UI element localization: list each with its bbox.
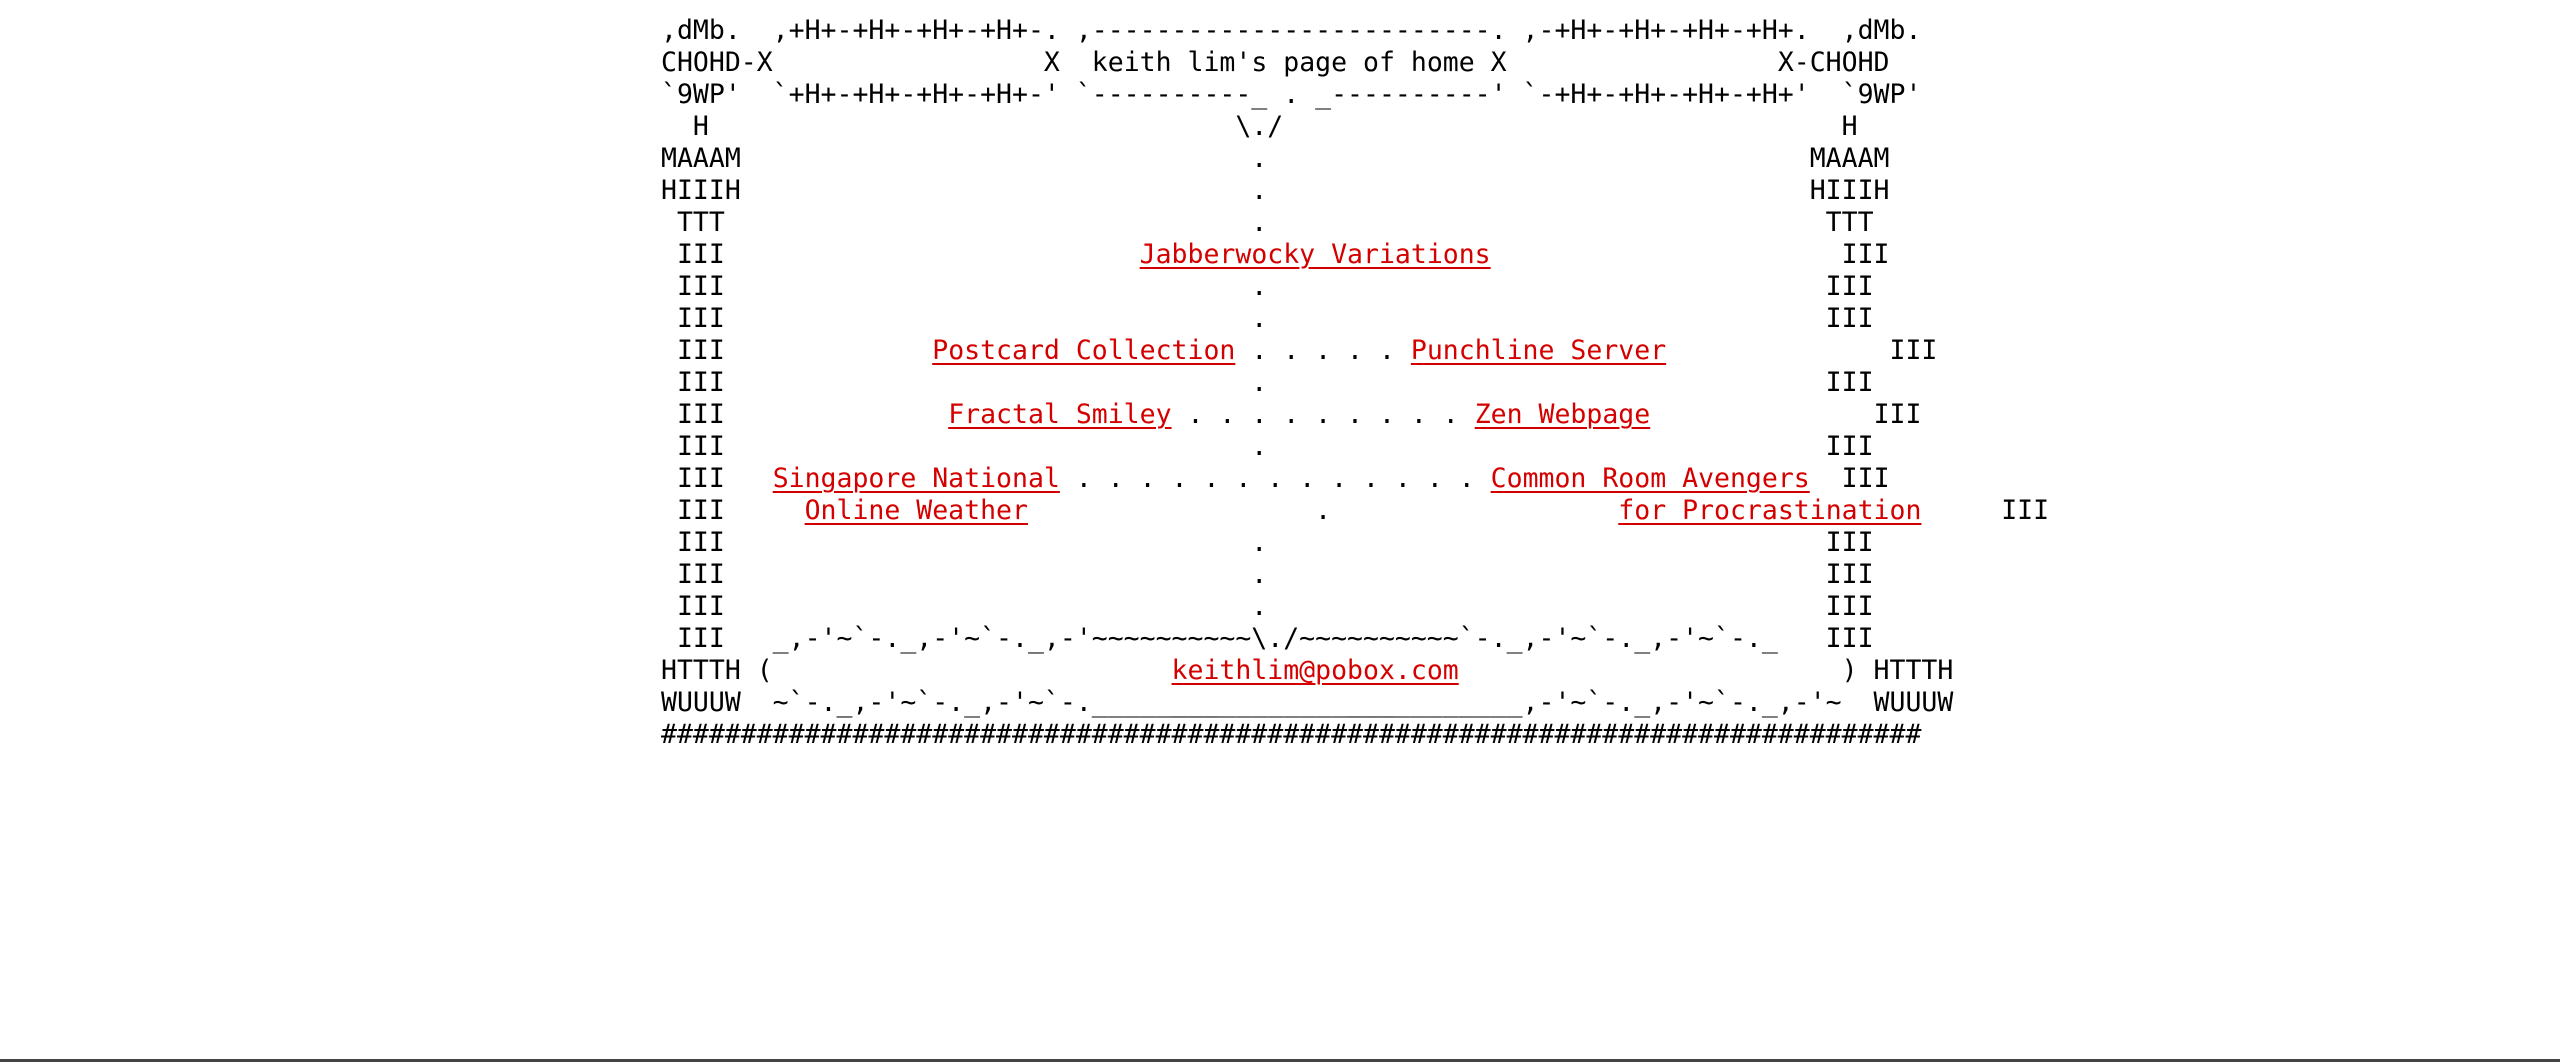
ascii-art-homepage: ,dMb. ,+H+-+H+-+H+-+H+-. ,--------------… — [661, 15, 2049, 751]
ascii-frame-lower: III III . III III . III III . — [661, 495, 2050, 686]
ascii-dots: . . . . . . . . . . . . . — [1059, 463, 1491, 494]
ascii-dots: . — [1027, 495, 1619, 526]
singapore-weather-link-line1[interactable]: Singapore National — [772, 463, 1060, 494]
ascii-frame-segment: III III . III III . III III — [676, 239, 1890, 366]
bottom-divider — [0, 1059, 2560, 1062]
postcard-collection-link[interactable]: Postcard Collection — [932, 335, 1236, 366]
ascii-frame-segment: III III — [676, 463, 1890, 526]
jabberwocky-variations-link[interactable]: Jabberwocky Variations — [1139, 239, 1491, 270]
ascii-dots: . . . . . — [1235, 335, 1411, 366]
common-room-avengers-link-line2[interactable]: for Procrastination — [1618, 495, 1922, 526]
ascii-frame-bottom: ) HTTTH WUUUW ~`-._,-'~`-._,-'~`-.______… — [661, 655, 1954, 750]
fractal-smiley-link[interactable]: Fractal Smiley — [948, 399, 1172, 430]
zen-webpage-link[interactable]: Zen Webpage — [1474, 399, 1651, 430]
ascii-frame-top: ,dMb. ,+H+-+H+-+H+-+H+-. ,--------------… — [661, 15, 1922, 78]
ascii-dots: . . . . . . . . . — [1171, 399, 1475, 430]
ascii-frame-segment: III III . III III — [676, 335, 1938, 430]
singapore-weather-link-line2[interactable]: Online Weather — [804, 495, 1028, 526]
punchline-server-link[interactable]: Punchline Server — [1410, 335, 1667, 366]
ascii-frame-upper: X X-CHOHD `9WP' `+H+-+H+-+H+-+H+-' `----… — [661, 47, 1922, 270]
email-link[interactable]: keithlim@pobox.com — [1171, 655, 1459, 686]
page-title: keith lim's page of home — [1091, 47, 1475, 78]
common-room-avengers-link-line1[interactable]: Common Room Avengers — [1490, 463, 1810, 494]
ascii-frame-segment: III III . III III — [676, 399, 1922, 494]
